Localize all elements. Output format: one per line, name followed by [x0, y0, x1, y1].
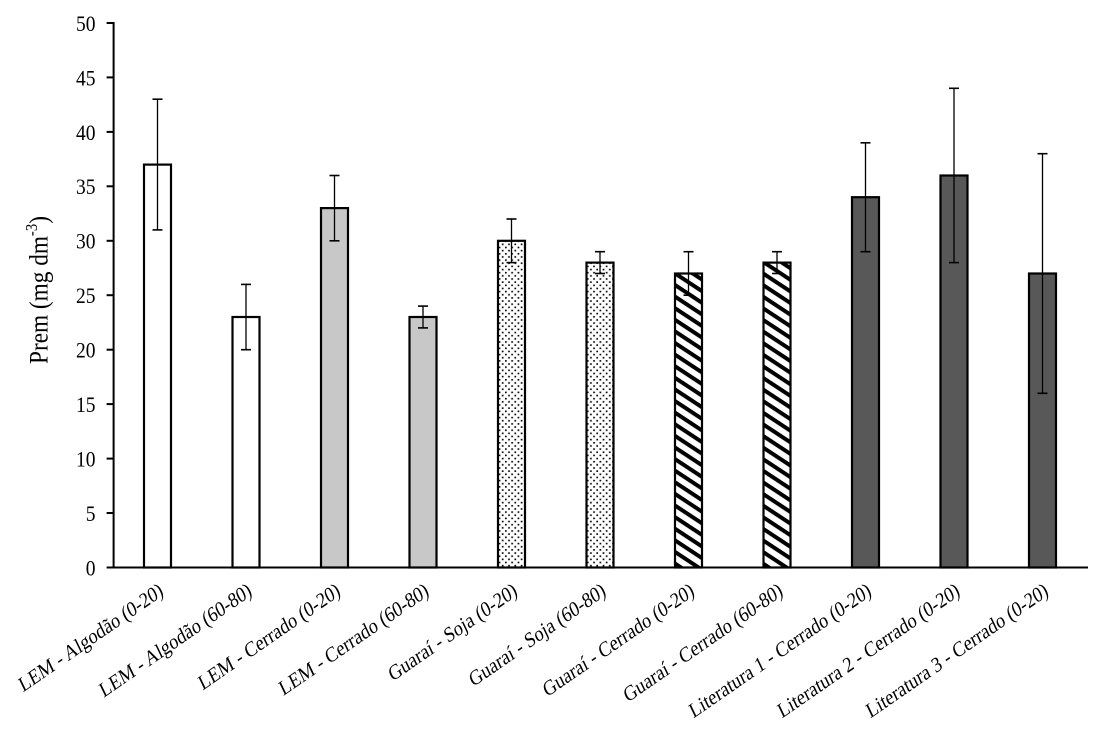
svg-text:40: 40 [76, 120, 95, 146]
svg-text:50: 50 [76, 11, 95, 37]
svg-text:20: 20 [76, 337, 95, 363]
svg-text:10: 10 [76, 446, 95, 472]
svg-text:45: 45 [76, 65, 95, 91]
svg-text:25: 25 [76, 283, 95, 309]
svg-text:15: 15 [76, 392, 95, 418]
svg-text:30: 30 [76, 228, 95, 254]
svg-text:0: 0 [86, 555, 96, 581]
svg-text:35: 35 [76, 174, 95, 200]
svg-text:5: 5 [86, 501, 96, 527]
svg-text:Prem (mg dm-3): Prem (mg dm-3) [23, 216, 54, 364]
